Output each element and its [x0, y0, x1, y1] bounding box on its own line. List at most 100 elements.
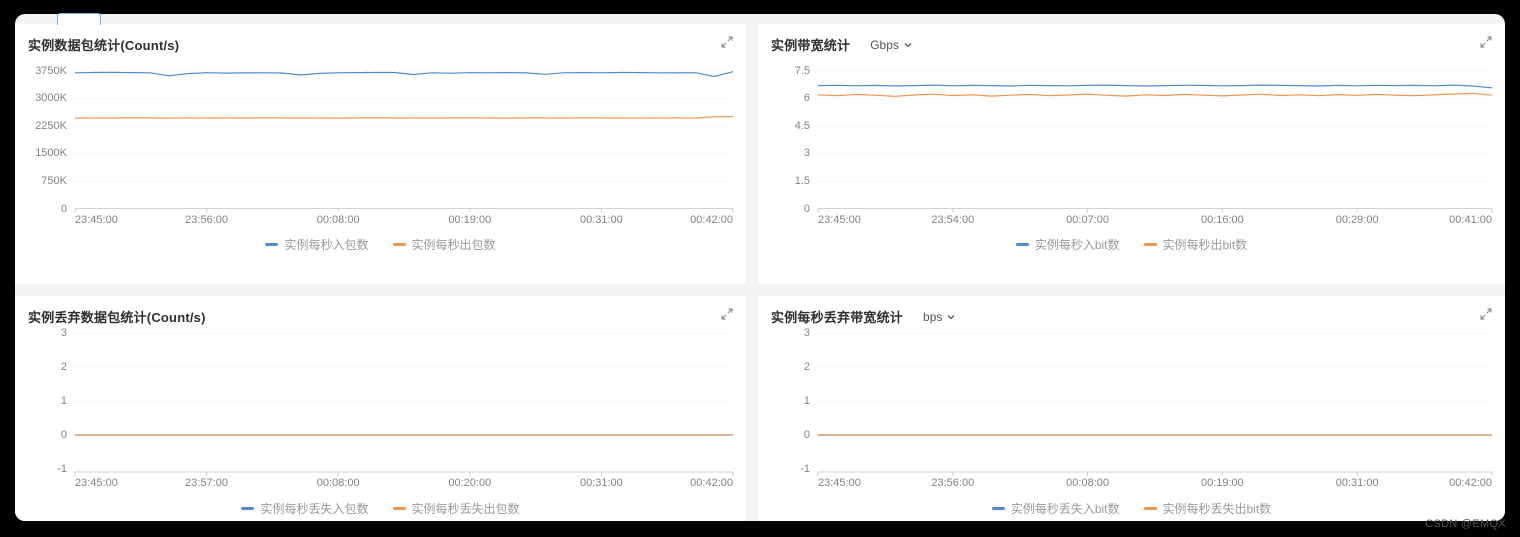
x-axis-label: 00:31:00 [579, 477, 623, 489]
chart-title: 实例数据包统计(Count/s) [28, 38, 180, 53]
chart-canvas: 3 2 1 0 -1 23:45:00 23:56:00 00:08:00 00:19:00 00… [758, 296, 1505, 521]
legend-item[interactable]: 实例每秒丢失出bit数 [1143, 500, 1272, 517]
legend-swatch [265, 243, 279, 246]
y-axis-label: 2 [803, 361, 810, 374]
legend-item[interactable]: 实例每秒丢失入bit数 [991, 500, 1120, 517]
chart-legend: 实例每秒丢失入bit数 实例每秒丢失出bit数 [758, 500, 1505, 517]
x-axis-label: 00:42:00 [1449, 477, 1492, 489]
x-axis-label: 00:31:00 [579, 214, 623, 226]
expand-icon[interactable] [1478, 34, 1494, 50]
x-axis-label: 00:08:00 [316, 214, 360, 226]
x-axis-label: 00:42:00 [690, 214, 733, 226]
y-axis-label: 1 [803, 395, 810, 407]
y-axis-label: 2250K [35, 119, 67, 132]
y-axis-label: 1500K [35, 147, 67, 160]
y-axis-label: -1 [57, 462, 67, 475]
y-axis-label: 0 [803, 202, 810, 215]
y-axis-label: 0 [803, 428, 810, 441]
watermark: CSDN @EMQX [1425, 518, 1506, 530]
legend-item[interactable]: 实例每秒入包数 [265, 236, 369, 253]
y-axis-label: 1.5 [794, 174, 810, 187]
chart-svg [817, 332, 1493, 476]
legend-swatch [991, 507, 1005, 510]
panel-dropped-packets: 实例丢弃数据包统计(Count/s) 3 2 1 0 -1 23:45:00 23:57:0… [15, 296, 746, 521]
monitoring-dashboard: 实例数据包统计(Count/s) 3750K 3000K 2250K 1500K 750… [15, 14, 1505, 521]
series-line [74, 115, 734, 119]
x-axis-label: 23:45:00 [75, 214, 118, 226]
y-axis-label: -1 [800, 462, 810, 475]
y-axis-label: 7.5 [794, 64, 810, 77]
x-axis-label: 23:45:00 [818, 477, 861, 489]
legend-swatch [1015, 243, 1029, 246]
x-axis-label: 00:20:00 [448, 477, 492, 489]
legend-label: 实例每秒出bit数 [1162, 238, 1248, 252]
chart-svg [74, 70, 734, 213]
chart-canvas: 3750K 3000K 2250K 1500K 750K 0 23:45:00 23:56:0… [15, 24, 746, 284]
chart-svg [74, 332, 734, 476]
expand-icon[interactable] [719, 306, 735, 322]
legend-item[interactable]: 实例每秒出包数 [392, 236, 496, 253]
legend-label: 实例每秒丢失入包数 [260, 502, 369, 516]
legend-label: 实例每秒入bit数 [1034, 238, 1120, 252]
y-axis-label: 3000K [35, 92, 67, 105]
x-axis-label: 00:16:00 [1200, 214, 1244, 226]
x-axis-label: 00:41:00 [1449, 214, 1492, 226]
x-axis-label: 00:42:00 [690, 477, 733, 489]
y-axis-label: 6 [803, 92, 810, 105]
x-axis-label: 23:54:00 [931, 214, 975, 226]
x-axis-label: 23:45:00 [818, 214, 861, 226]
expand-icon[interactable] [719, 34, 735, 50]
expand-icon[interactable] [1478, 306, 1494, 322]
legend-item[interactable]: 实例每秒丢失出包数 [392, 500, 520, 517]
unit-dropdown-value: Gbps [870, 37, 899, 52]
x-axis-label: 00:08:00 [316, 477, 360, 489]
panel-instance-bandwidth: 实例带宽统计 Gbps 7.5 6 4.5 3 1.5 0 23:45:00 23:54:00… [758, 24, 1505, 284]
legend-label: 实例每秒丢失出包数 [411, 502, 520, 516]
legend-item[interactable]: 实例每秒出bit数 [1143, 236, 1248, 253]
chart-canvas: 7.5 6 4.5 3 1.5 0 23:45:00 23:54:00 00:07:00 00:1… [758, 24, 1505, 284]
legend-label: 实例每秒出包数 [411, 238, 496, 252]
x-axis-label: 23:56:00 [931, 477, 975, 489]
y-axis-label: 3750K [35, 64, 67, 77]
y-axis-label: 3 [60, 327, 67, 340]
x-axis-label: 00:07:00 [1066, 214, 1109, 226]
unit-dropdown-value: bps [923, 309, 943, 324]
chart-svg [817, 70, 1493, 213]
y-axis-label: 0 [60, 202, 67, 215]
y-axis-label: 1 [60, 395, 67, 407]
clipped-tab[interactable] [57, 13, 101, 25]
chart-title: 实例带宽统计 [771, 38, 851, 53]
legend-item[interactable]: 实例每秒入bit数 [1015, 236, 1120, 253]
panel-header: 实例数据包统计(Count/s) [28, 35, 179, 54]
panel-instance-packets: 实例数据包统计(Count/s) 3750K 3000K 2250K 1500K 750… [15, 24, 746, 284]
y-axis-label: 3 [803, 147, 810, 160]
chevron-down-icon [947, 314, 955, 319]
x-axis-label: 00:19:00 [448, 214, 492, 226]
chart-title: 实例丢弃数据包统计(Count/s) [28, 310, 206, 325]
unit-dropdown[interactable]: bps [923, 310, 956, 324]
legend-label: 实例每秒入包数 [284, 238, 369, 252]
legend-swatch [392, 507, 406, 510]
chevron-down-icon [904, 42, 912, 47]
series-line [74, 71, 734, 78]
y-axis-label: 4.5 [794, 119, 810, 132]
x-axis-label: 00:19:00 [1200, 477, 1244, 489]
x-axis-label: 00:29:00 [1335, 214, 1379, 226]
chart-legend: 实例每秒入bit数 实例每秒出bit数 [758, 236, 1505, 253]
chart-title: 实例每秒丢弃带宽统计 [771, 310, 904, 325]
y-axis-label: 3 [803, 327, 810, 340]
panel-header: 实例每秒丢弃带宽统计 bps [771, 307, 956, 326]
y-axis-label: 750K [41, 174, 67, 187]
panel-header: 实例丢弃数据包统计(Count/s) [28, 307, 206, 326]
legend-label: 实例每秒丢失出bit数 [1162, 502, 1272, 516]
x-axis-label: 00:31:00 [1335, 477, 1379, 489]
legend-item[interactable]: 实例每秒丢失入包数 [241, 500, 369, 517]
unit-dropdown[interactable]: Gbps [870, 38, 913, 52]
chart-canvas: 3 2 1 0 -1 23:45:00 23:57:00 00:08:00 00:20:00 00… [15, 296, 746, 521]
series-line [817, 92, 1493, 97]
x-axis-label: 00:08:00 [1066, 477, 1109, 489]
x-axis-label: 23:45:00 [75, 477, 118, 489]
panel-dropped-bandwidth: 实例每秒丢弃带宽统计 bps 3 2 1 0 -1 23:45:00 23:56:00 00:… [758, 296, 1505, 521]
legend-swatch [392, 243, 406, 246]
